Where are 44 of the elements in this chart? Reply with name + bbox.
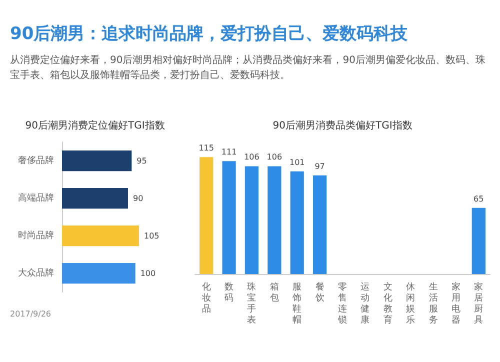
chart-title: 90后潮男消费定位偏好TGI指数 <box>25 120 165 132</box>
data-label: 100 <box>140 268 156 278</box>
x-tick-label: 餐饮 <box>314 282 324 304</box>
x-tick-label: 箱包 <box>270 282 279 304</box>
text: 2017/9/26 <box>10 310 52 318</box>
bar <box>62 188 128 209</box>
data-label: 111 <box>221 148 237 157</box>
data-label: 95 <box>136 156 147 166</box>
data-label: 97 <box>314 162 325 171</box>
y-tick-label: 大众品牌 <box>18 267 54 278</box>
x-tick-label: 家居厨具 <box>474 282 484 326</box>
x-tick-label: 服饰鞋帽 <box>292 282 302 326</box>
x-tick-label: 零售连锁 <box>337 282 347 326</box>
x-tick-label: 生活服务 <box>428 282 438 326</box>
data-label: 90 <box>133 194 144 203</box>
x-tick-label: 家用电器 <box>451 282 460 326</box>
bar <box>222 161 236 274</box>
bar <box>62 150 132 172</box>
bar <box>62 225 139 246</box>
y-tick-label: 奢侈品牌 <box>18 154 54 166</box>
chart-title: 90后潮男消费品类偏好TGI指数 <box>272 120 412 132</box>
data-label: 65 <box>474 194 484 204</box>
text: 从消费定位偏好来看，90后潮男相对偏好时尚品牌；从消费品类偏好来看，90后潮男偏爱化妆品、数码、珠宝手表、箱包以及服饰鞋帽等品类，爱打扮自己、爱数码科技。 <box>10 54 486 83</box>
data-label: 106 <box>244 152 260 162</box>
x-tick-label: 珠宝手表 <box>247 282 256 326</box>
bar <box>268 166 282 274</box>
bar <box>290 171 304 274</box>
data-label: 115 <box>198 144 214 153</box>
x-tick-label: 数码 <box>224 282 234 304</box>
y-tick-label: 高端品牌 <box>18 192 54 204</box>
x-tick-label: 化妆品 <box>202 282 211 314</box>
bar <box>313 175 327 274</box>
data-label: 105 <box>144 231 160 240</box>
bar <box>200 157 214 274</box>
data-label: 101 <box>289 158 305 167</box>
y-tick-label: 时尚品牌 <box>18 230 54 241</box>
bar <box>244 166 259 274</box>
x-tick-label: 文化教育 <box>383 282 392 326</box>
data-label: 106 <box>266 152 282 162</box>
text: 90后潮男：追求时尚品牌，爱打扮自己、爱数码科技 <box>10 23 409 45</box>
bar <box>62 262 136 284</box>
x-tick-label: 休闲娱乐 <box>406 282 416 326</box>
bar <box>472 208 486 274</box>
x-tick-label: 运动健康 <box>360 282 370 326</box>
